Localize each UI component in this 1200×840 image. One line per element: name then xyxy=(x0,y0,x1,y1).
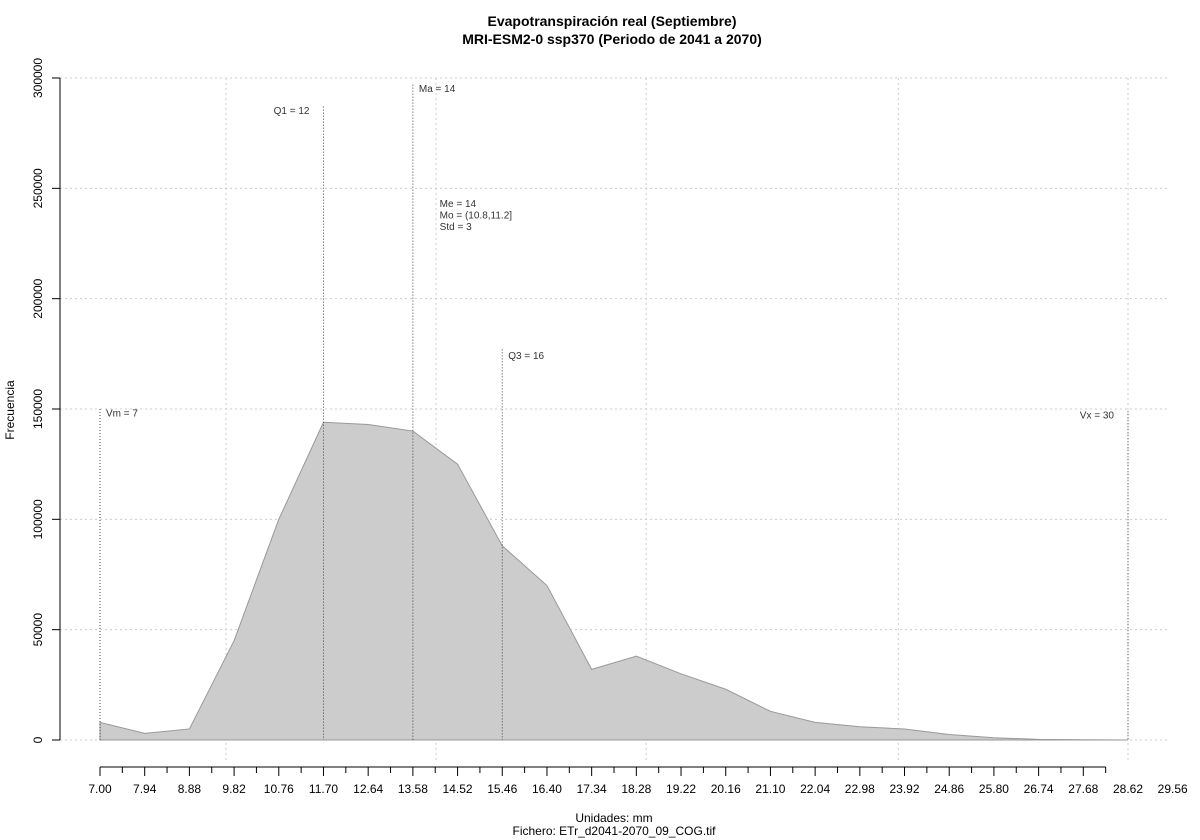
x-tick-label-16: 22.04 xyxy=(800,782,830,796)
x-tick-label-23: 28.62 xyxy=(1113,782,1143,796)
x-tick-label-17: 22.98 xyxy=(845,782,875,796)
x-tick-label-9: 15.46 xyxy=(487,782,517,796)
x-tick-label-19: 24.86 xyxy=(934,782,964,796)
area-series xyxy=(99,421,1129,741)
x-tick-label-7: 13.58 xyxy=(398,782,428,796)
x-tick-label-5: 11.70 xyxy=(309,782,338,796)
stats-line-2: Std = 3 xyxy=(440,222,472,233)
annotation-layer: Vm = 7 Q1 = 12 Ma = 14 Q3 = 16 Vx = 30 xyxy=(99,84,1129,740)
x-axis-label: Unidades: mm xyxy=(575,811,652,825)
y-tick-label-1: 50000 xyxy=(31,613,45,647)
x-tick-label-1: 7.94 xyxy=(133,782,157,796)
file-footer: Fichero: ETr_d2041-2070_09_COG.tif xyxy=(513,824,717,838)
x-tick-label-12: 18.28 xyxy=(621,782,651,796)
y-tick-label-5: 250000 xyxy=(31,168,45,208)
x-tick-label-6: 12.64 xyxy=(353,782,383,796)
x-axis: 7.00 7.94 8.88 9.82 10.76 11.70 12.64 13.58 14.5… xyxy=(88,766,1188,796)
x-tick-label-22: 27.68 xyxy=(1068,782,1098,796)
y-tick-label-4: 200000 xyxy=(31,278,45,318)
annotation-label-4: Vx = 30 xyxy=(1080,411,1115,422)
y-tick-label-2: 100000 xyxy=(31,499,45,539)
x-tick-label-11: 17.34 xyxy=(577,782,607,796)
x-tick-label-24: 29.56 xyxy=(1158,782,1188,796)
stats-line-1: Mo = (10.8,11.2] xyxy=(440,210,513,221)
chart-title: Evapotranspiración real (Septiembre) xyxy=(488,13,737,29)
y-tick-label-0: 0 xyxy=(31,736,45,743)
y-axis: 0 50000 100000 150000 200000 250000 300000 xyxy=(31,58,61,743)
annotation-label-1: Q1 = 12 xyxy=(274,106,310,117)
x-tick-label-13: 19.22 xyxy=(666,782,696,796)
x-tick-label-20: 25.80 xyxy=(979,782,1009,796)
x-tick-label-21: 26.74 xyxy=(1024,782,1054,796)
x-tick-label-2: 8.88 xyxy=(178,782,202,796)
stats-line-0: Me = 14 xyxy=(440,199,477,210)
y-axis-label: Frecuencia xyxy=(3,380,17,440)
y-tick-label-3: 150000 xyxy=(31,389,45,429)
x-tick-label-3: 9.82 xyxy=(222,782,246,796)
x-tick-label-8: 14.52 xyxy=(443,782,473,796)
x-tick-label-15: 21.10 xyxy=(755,782,785,796)
annotation-label-2: Ma = 14 xyxy=(419,84,456,95)
chart-subtitle: MRI-ESM2-0 ssp370 (Periodo de 2041 a 207… xyxy=(462,31,762,47)
x-tick-label-10: 16.40 xyxy=(532,782,562,796)
annotation-label-3: Q3 = 16 xyxy=(508,351,544,362)
x-tick-label-0: 7.00 xyxy=(88,782,112,796)
x-tick-label-18: 23.92 xyxy=(890,782,920,796)
x-tick-label-4: 10.76 xyxy=(264,782,294,796)
y-tick-label-6: 300000 xyxy=(31,58,45,98)
annotation-label-0: Vm = 7 xyxy=(106,408,138,419)
x-tick-label-14: 20.16 xyxy=(711,782,741,796)
